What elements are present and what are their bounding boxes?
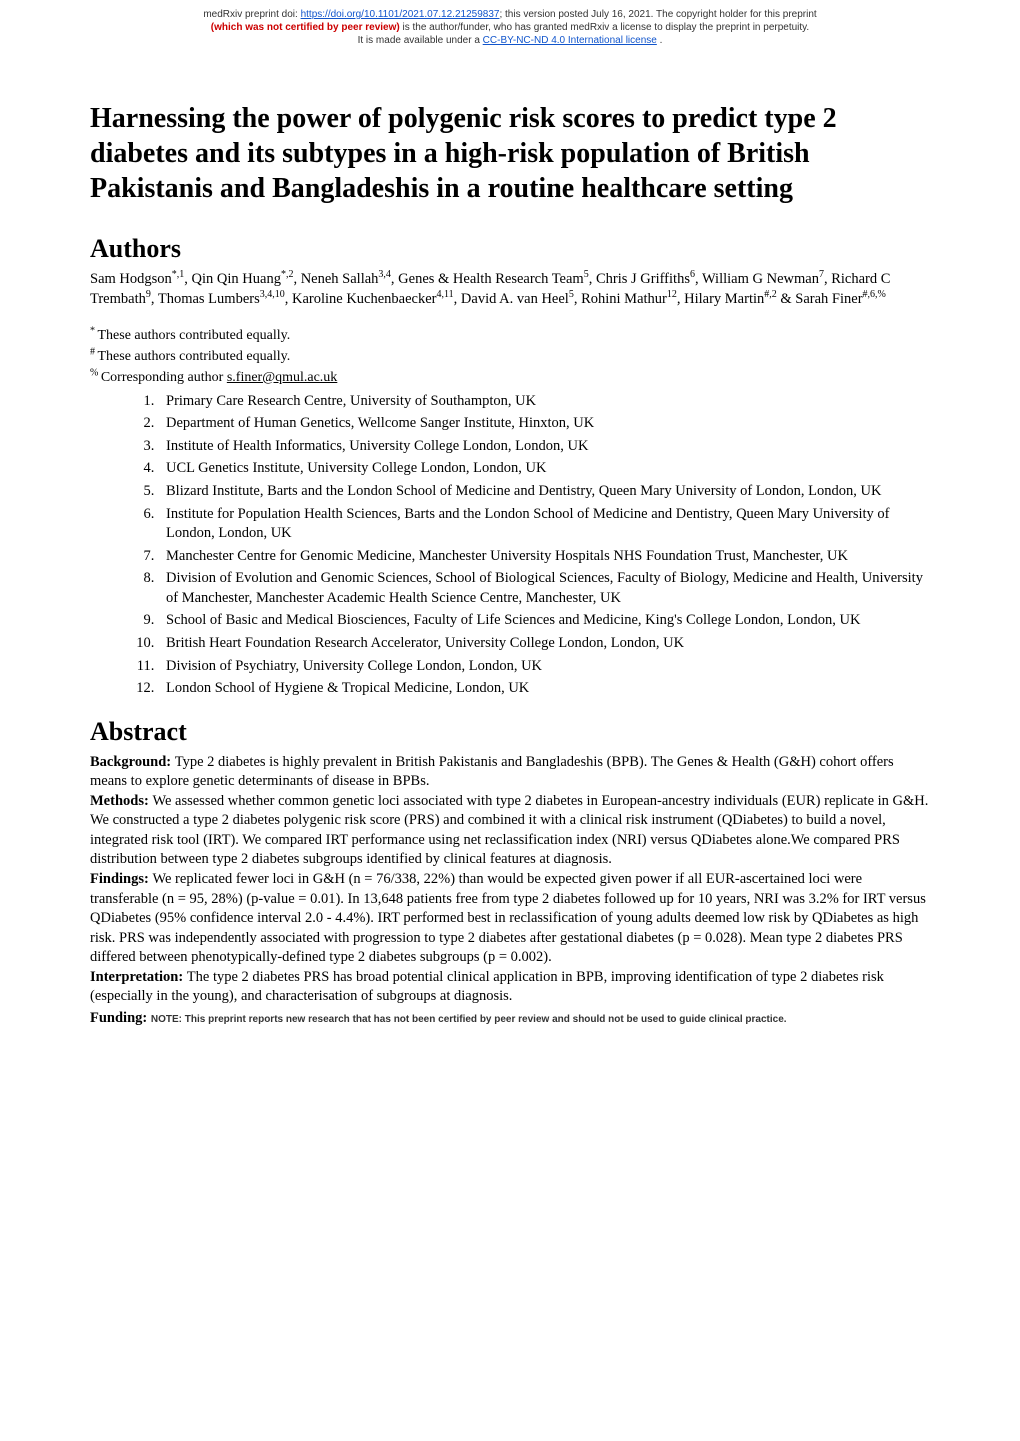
equal-contrib-star: * These authors contributed equally. xyxy=(90,327,930,346)
author-segment: , Neneh Sallah xyxy=(293,271,378,287)
doi-link[interactable]: https://doi.org/10.1101/2021.07.12.21259… xyxy=(301,9,500,20)
corresponding-email-link[interactable]: s.finer@qmul.ac.uk xyxy=(227,370,337,385)
made-available-text: It is made available under a xyxy=(358,35,483,46)
abstract-background: Background: Type 2 diabetes is highly pr… xyxy=(90,753,930,792)
authors-heading: Authors xyxy=(90,234,930,264)
page-content: Harnessing the power of polygenic risk s… xyxy=(0,51,1020,1029)
methods-text: We assessed whether common genetic loci … xyxy=(90,793,928,868)
affiliation-item: Manchester Centre for Genomic Medicine, … xyxy=(158,547,930,567)
affiliation-item: London School of Hygiene & Tropical Medi… xyxy=(158,679,930,699)
corresponding-label: Corresponding author xyxy=(101,370,227,385)
percent-sup: % xyxy=(90,367,101,378)
author-segment: , David A. van Heel xyxy=(454,291,569,307)
preprint-banner: medRxiv preprint doi: https://doi.org/10… xyxy=(0,0,1020,51)
equal-contrib-hash: # These authors contributed equally. xyxy=(90,348,930,367)
author-segment: , William G Newman xyxy=(695,271,819,287)
author-funder-text: is the author/funder, who has granted me… xyxy=(400,22,810,33)
author-sup: *,2 xyxy=(281,269,294,280)
preprint-banner-line-2: (which was not certified by peer review)… xyxy=(60,21,960,34)
author-segment: , Thomas Lumbers xyxy=(151,291,260,307)
interpretation-text: The type 2 diabetes PRS has broad potent… xyxy=(90,969,884,1005)
affiliation-item: Institute for Population Health Sciences… xyxy=(158,505,930,544)
background-label: Background: xyxy=(90,754,175,770)
equal-hash-text: These authors contributed equally. xyxy=(98,349,291,364)
doi-prefix: medRxiv preprint doi: xyxy=(203,9,300,20)
author-sup: #,6,% xyxy=(863,289,886,300)
abstract-interpretation: Interpretation: The type 2 diabetes PRS … xyxy=(90,968,930,1007)
author-sup: #,2 xyxy=(764,289,777,300)
corresponding-author: % Corresponding author s.finer@qmul.ac.u… xyxy=(90,369,930,388)
author-sup: *,1 xyxy=(172,269,185,280)
affiliations-list: Primary Care Research Centre, University… xyxy=(90,392,930,699)
funding-prefix: Funding: xyxy=(90,1010,151,1026)
authors-list: Sam Hodgson*,1, Qin Qin Huang*,2, Neneh … xyxy=(90,270,930,309)
star-sup: * xyxy=(90,325,98,336)
author-segment: , Rohini Mathur xyxy=(574,291,667,307)
findings-label: Findings: xyxy=(90,871,152,887)
hash-sup: # xyxy=(90,346,98,357)
affiliation-item: UCL Genetics Institute, University Colle… xyxy=(158,459,930,479)
not-certified-text: (which was not certified by peer review) xyxy=(211,22,400,33)
affiliation-item: Blizard Institute, Barts and the London … xyxy=(158,482,930,502)
license-tail: . xyxy=(657,35,663,46)
preprint-footer-note: Funding: NOTE: This preprint reports new… xyxy=(90,1009,930,1029)
author-segment: Sam Hodgson xyxy=(90,271,172,287)
findings-text: We replicated fewer loci in G&H (n = 76/… xyxy=(90,871,926,965)
paper-title: Harnessing the power of polygenic risk s… xyxy=(90,101,930,206)
author-sup: 3,4 xyxy=(378,269,391,280)
author-sup: 3,4,10 xyxy=(260,289,285,300)
affiliation-item: Primary Care Research Centre, University… xyxy=(158,392,930,412)
abstract-heading: Abstract xyxy=(90,717,930,747)
interpretation-label: Interpretation: xyxy=(90,969,187,985)
footer-overlay-text: NOTE: This preprint reports new research… xyxy=(151,1014,787,1025)
author-segment: , Hilary Martin xyxy=(677,291,764,307)
affiliation-item: Division of Evolution and Genomic Scienc… xyxy=(158,569,930,608)
affiliation-item: British Heart Foundation Research Accele… xyxy=(158,634,930,654)
author-sup: 12 xyxy=(667,289,677,300)
license-link[interactable]: CC-BY-NC-ND 4.0 International license xyxy=(483,35,657,46)
affiliation-item: Institute of Health Informatics, Univers… xyxy=(158,437,930,457)
abstract-body: Background: Type 2 diabetes is highly pr… xyxy=(90,753,930,1029)
author-segment: , Qin Qin Huang xyxy=(184,271,281,287)
background-text: Type 2 diabetes is highly prevalent in B… xyxy=(90,754,894,790)
affiliation-item: Division of Psychiatry, University Colle… xyxy=(158,657,930,677)
author-segment: , Chris J Griffiths xyxy=(589,271,690,287)
methods-label: Methods: xyxy=(90,793,152,809)
affiliation-item: School of Basic and Medical Biosciences,… xyxy=(158,611,930,631)
posted-suffix: ; this version posted July 16, 2021. The… xyxy=(499,9,816,20)
equal-star-text: These authors contributed equally. xyxy=(98,328,291,343)
author-segment: & Sarah Finer xyxy=(777,291,863,307)
author-sup: 4,11 xyxy=(437,289,454,300)
preprint-banner-line-3: It is made available under a CC-BY-NC-ND… xyxy=(60,34,960,47)
abstract-findings: Findings: We replicated fewer loci in G&… xyxy=(90,870,930,968)
abstract-methods: Methods: We assessed whether common gene… xyxy=(90,792,930,870)
preprint-banner-line-1: medRxiv preprint doi: https://doi.org/10… xyxy=(60,8,960,21)
affiliation-item: Department of Human Genetics, Wellcome S… xyxy=(158,414,930,434)
author-segment: , Karoline Kuchenbaecker xyxy=(285,291,437,307)
author-segment: , Genes & Health Research Team xyxy=(391,271,584,287)
